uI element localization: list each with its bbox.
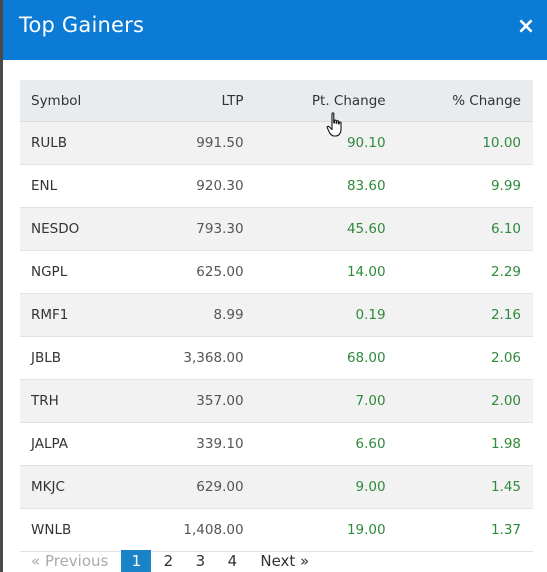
page-1-link[interactable]: 1 [121,550,152,572]
cell-symbol: RULB [20,121,168,165]
cell-ltp: 357.00 [167,379,244,423]
cell-ltp: 793.30 [167,207,244,251]
cell-ltp: 339.10 [167,422,244,466]
cell-ltp: 920.30 [167,164,244,208]
cell-pct-change: 2.06 [385,336,533,380]
cell-pct-change: 1.37 [385,508,533,552]
gainers-table-container: Symbol LTP Pt. Change % Change RULB 991.5… [20,80,533,552]
cell-pct-change: 2.00 [385,379,533,423]
page-3-link[interactable]: 3 [195,552,206,570]
previous-page-link: « Previous [31,552,109,570]
table-row[interactable]: TRH 357.00 7.00 2.00 [20,379,533,423]
cell-pct-change: 2.16 [385,293,533,337]
cell-symbol: NESDO [20,207,168,251]
cell-ltp: 991.50 [167,121,244,165]
cell-symbol: JALPA [20,422,168,466]
cell-ltp: 8.99 [167,293,244,337]
table-header-row: Symbol LTP Pt. Change % Change [20,80,533,122]
page-2-link[interactable]: 2 [163,552,174,570]
cell-pt-change: 83.60 [243,164,386,208]
table-row[interactable]: JBLB 3,368.00 68.00 2.06 [20,336,533,380]
cell-pct-change: 9.99 [385,164,533,208]
cell-pt-change: 7.00 [243,379,386,423]
table-row[interactable]: WNLB 1,408.00 19.00 1.37 [20,508,533,552]
cell-symbol: WNLB [20,508,168,552]
cell-pct-change: 2.29 [385,250,533,294]
cell-pt-change: 90.10 [243,121,386,165]
cell-ltp: 629.00 [167,465,244,509]
table-row[interactable]: JALPA 339.10 6.60 1.98 [20,422,533,466]
cell-symbol: MKJC [20,465,168,509]
cell-pt-change: 19.00 [243,508,386,552]
cell-pt-change: 14.00 [243,250,386,294]
cell-pt-change: 68.00 [243,336,386,380]
cell-symbol: RMF1 [20,293,168,337]
column-header-symbol[interactable]: Symbol [20,80,168,122]
table-row[interactable]: ENL 920.30 83.60 9.99 [20,164,533,208]
cell-pt-change: 0.19 [243,293,386,337]
background-edge [0,0,3,572]
cell-symbol: TRH [20,379,168,423]
gainers-table: Symbol LTP Pt. Change % Change RULB 991.5… [20,80,533,552]
table-row[interactable]: NESDO 793.30 45.60 6.10 [20,207,533,251]
cell-symbol: ENL [20,164,168,208]
cell-pct-change: 10.00 [385,121,533,165]
cell-pt-change: 9.00 [243,465,386,509]
cell-pct-change: 1.45 [385,465,533,509]
modal-header: Top Gainers × [3,0,547,60]
modal-title: Top Gainers [19,13,145,37]
close-icon[interactable]: × [516,14,536,39]
page-4-link[interactable]: 4 [227,552,238,570]
cell-pt-change: 45.60 [243,207,386,251]
cell-pct-change: 1.98 [385,422,533,466]
table-row[interactable]: NGPL 625.00 14.00 2.29 [20,250,533,294]
next-page-link[interactable]: Next » [260,552,310,570]
table-body: RULB 991.50 90.10 10.00 ENL 920.30 83.60 9.99 NE… [20,121,533,552]
cell-symbol: JBLB [20,336,168,380]
cell-pt-change: 6.60 [243,422,386,466]
cell-ltp: 625.00 [167,250,244,294]
table-row[interactable]: RULB 991.50 90.10 10.00 [20,121,533,165]
column-header-pct-change[interactable]: % Change [385,80,533,122]
table-row[interactable]: RMF1 8.99 0.19 2.16 [20,293,533,337]
cell-symbol: NGPL [20,250,168,294]
column-header-ltp[interactable]: LTP [167,80,244,122]
cell-pct-change: 6.10 [385,207,533,251]
hand-pointer-cursor-icon [326,112,342,137]
cell-ltp: 1,408.00 [167,508,244,552]
table-row[interactable]: MKJC 629.00 9.00 1.45 [20,465,533,509]
column-header-pt-change[interactable]: Pt. Change [243,80,386,122]
cell-ltp: 3,368.00 [167,336,244,380]
